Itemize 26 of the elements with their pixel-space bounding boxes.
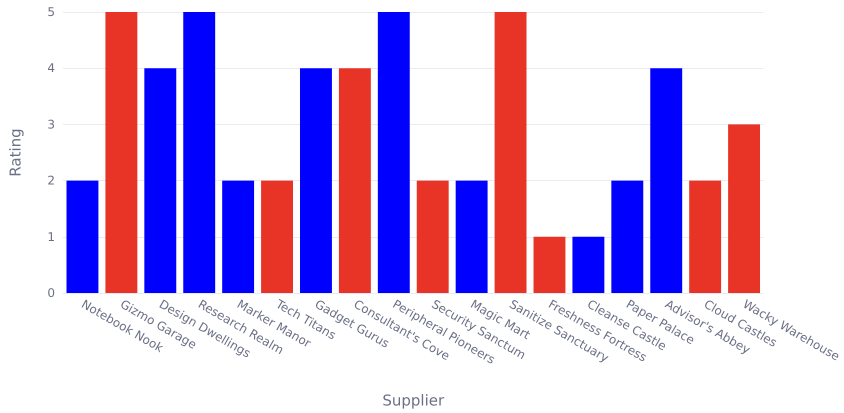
bar — [222, 180, 254, 293]
bar — [183, 12, 216, 293]
bar — [456, 180, 488, 293]
bar — [534, 236, 566, 293]
bar — [611, 180, 644, 293]
bar — [378, 12, 410, 293]
y-tick-label: 4 — [47, 61, 55, 76]
y-axis-title: Rating — [6, 128, 24, 177]
y-tick-label: 3 — [47, 117, 55, 132]
y-tick-label: 1 — [47, 230, 55, 244]
x-axis-title: Supplier — [382, 392, 445, 410]
bar — [416, 180, 449, 293]
bar — [338, 68, 371, 293]
bar — [261, 180, 294, 293]
bar — [144, 68, 176, 293]
bar — [300, 68, 332, 293]
y-tick-label: 5 — [47, 5, 55, 19]
bar — [66, 180, 98, 293]
bar — [572, 236, 604, 293]
y-tick-label: 0 — [47, 286, 55, 300]
bar — [494, 12, 527, 293]
bar — [105, 12, 138, 293]
bar — [689, 180, 722, 293]
bar — [728, 124, 760, 293]
y-tick-label: 2 — [47, 174, 55, 188]
bar — [650, 68, 682, 293]
